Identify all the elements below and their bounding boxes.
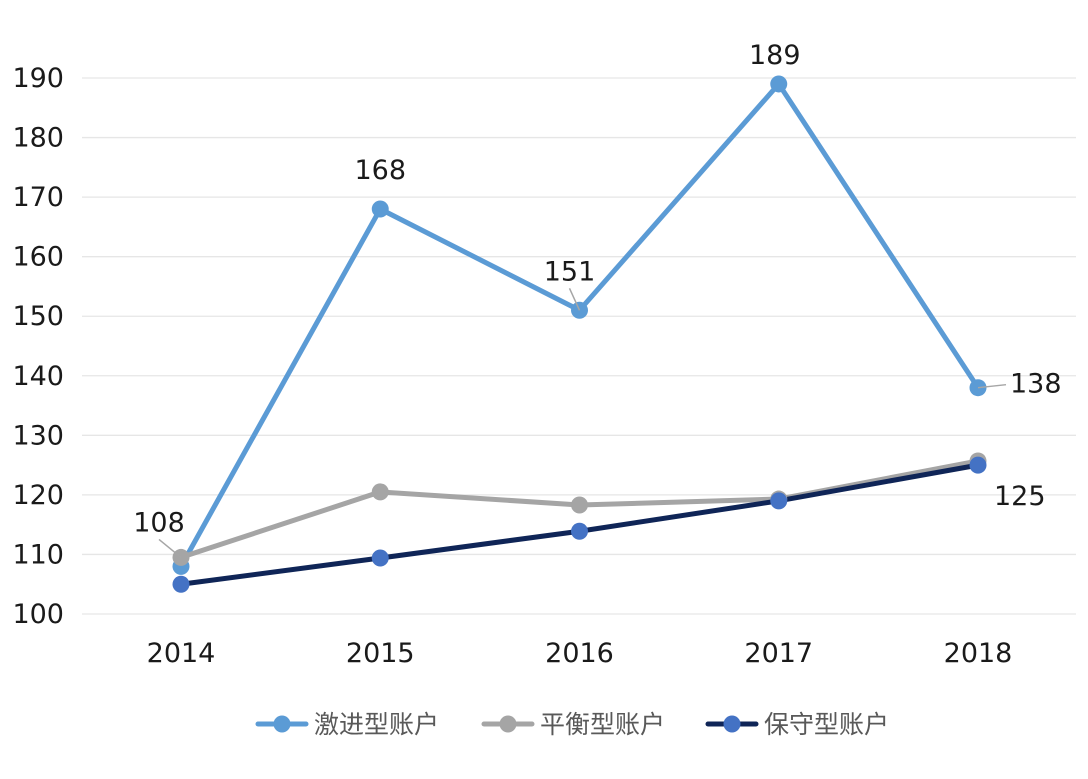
y-tick-label: 150 [12, 301, 64, 332]
series-2-point [371, 483, 389, 501]
series-3-point [571, 522, 588, 540]
data-label-leader [568, 287, 581, 311]
y-tick-label: 160 [12, 242, 64, 273]
legend-label-2: 平衡型账户 [540, 710, 665, 739]
legend-marker-1 [273, 715, 291, 733]
x-tick-label: 2015 [346, 638, 415, 669]
legend-marker-3 [723, 715, 741, 733]
x-tick-label: 2016 [545, 638, 614, 669]
data-label: 151 [544, 256, 596, 287]
legend-label-1: 激进型账户 [314, 710, 439, 739]
y-tick-label: 120 [12, 480, 64, 511]
data-label-leader [977, 383, 1007, 389]
legend-marker-2 [499, 715, 517, 733]
data-label: 125 [994, 481, 1046, 512]
series-3-point [770, 492, 788, 510]
y-tick-label: 180 [12, 123, 64, 154]
x-tick-label: 2014 [147, 638, 216, 669]
x-tick-label: 2018 [944, 638, 1013, 669]
legend-label-3: 保守型账户 [764, 710, 889, 739]
y-tick-label: 130 [12, 420, 64, 451]
data-label: 138 [1010, 369, 1062, 400]
series-1-point [770, 75, 788, 93]
series-2-point [571, 496, 588, 514]
y-tick-label: 190 [12, 63, 64, 94]
y-tick-label: 100 [12, 599, 64, 630]
series-1-point [371, 200, 389, 218]
series-3-point [969, 456, 987, 474]
series-3-point [371, 549, 389, 567]
data-label: 189 [749, 40, 801, 71]
series-3-point [172, 575, 190, 593]
series-line-1 [178, 81, 981, 569]
data-label: 108 [133, 507, 185, 538]
data-label-leader [158, 538, 182, 559]
x-tick-label: 2017 [744, 638, 813, 669]
y-tick-label: 170 [12, 182, 64, 213]
y-tick-label: 140 [12, 361, 64, 392]
y-tick-label: 110 [12, 539, 64, 570]
data-label: 168 [354, 155, 406, 186]
